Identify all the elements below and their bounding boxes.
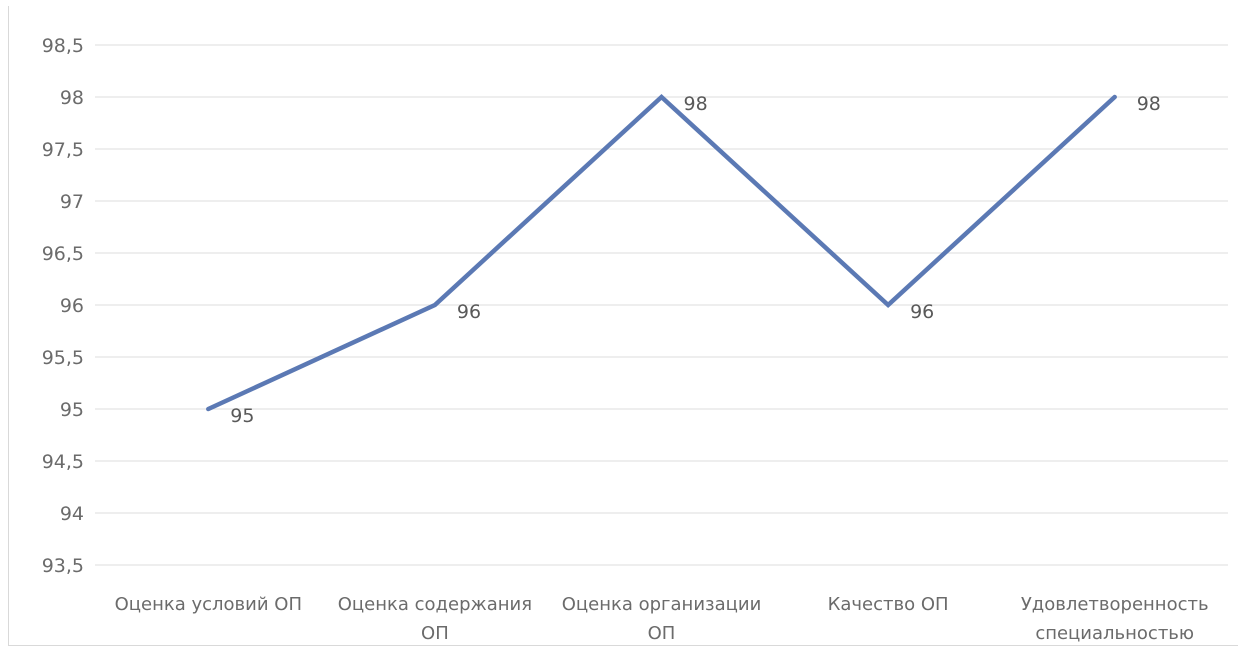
y-tick-label: 98 [60,87,84,109]
y-tick-label: 97 [60,191,84,213]
y-tick-label: 94 [60,503,84,525]
y-tick-label: 94,5 [42,451,84,473]
data-label: 98 [1137,93,1161,115]
data-label: 95 [230,405,254,427]
y-tick-label: 95,5 [42,347,84,369]
y-tick-label: 98,5 [42,35,84,57]
y-axis-ticks: 98,5 98 97,5 97 96,5 96 95,5 95 94,5 94 93,5 [42,35,84,577]
data-labels: 95 96 98 96 98 [230,93,1161,427]
y-tick-label: 97,5 [42,139,84,161]
data-label: 96 [910,301,934,323]
x-tick-label: Оценка условий ОП [115,594,302,615]
gridlines [95,44,1228,566]
chart-frame [8,6,1238,646]
x-tick-label: Оценка организации ОП [562,594,762,644]
x-tick-label: Качество ОП [828,594,949,615]
y-tick-label: 95 [60,399,84,421]
y-tick-label: 96 [60,295,84,317]
y-tick-label: 96,5 [42,243,84,265]
data-label: 96 [457,301,481,323]
x-axis-ticks: Оценка условий ОП Оценка содержания ОП Оцен… [115,594,1209,644]
x-tick-label: Оценка содержания ОП [338,594,532,644]
series [206,93,1117,412]
x-tick-label: Удовлетворенность специальностью [1021,594,1209,644]
y-tick-label: 93,5 [42,555,84,577]
data-label: 98 [684,93,708,115]
series-line [206,93,1117,412]
